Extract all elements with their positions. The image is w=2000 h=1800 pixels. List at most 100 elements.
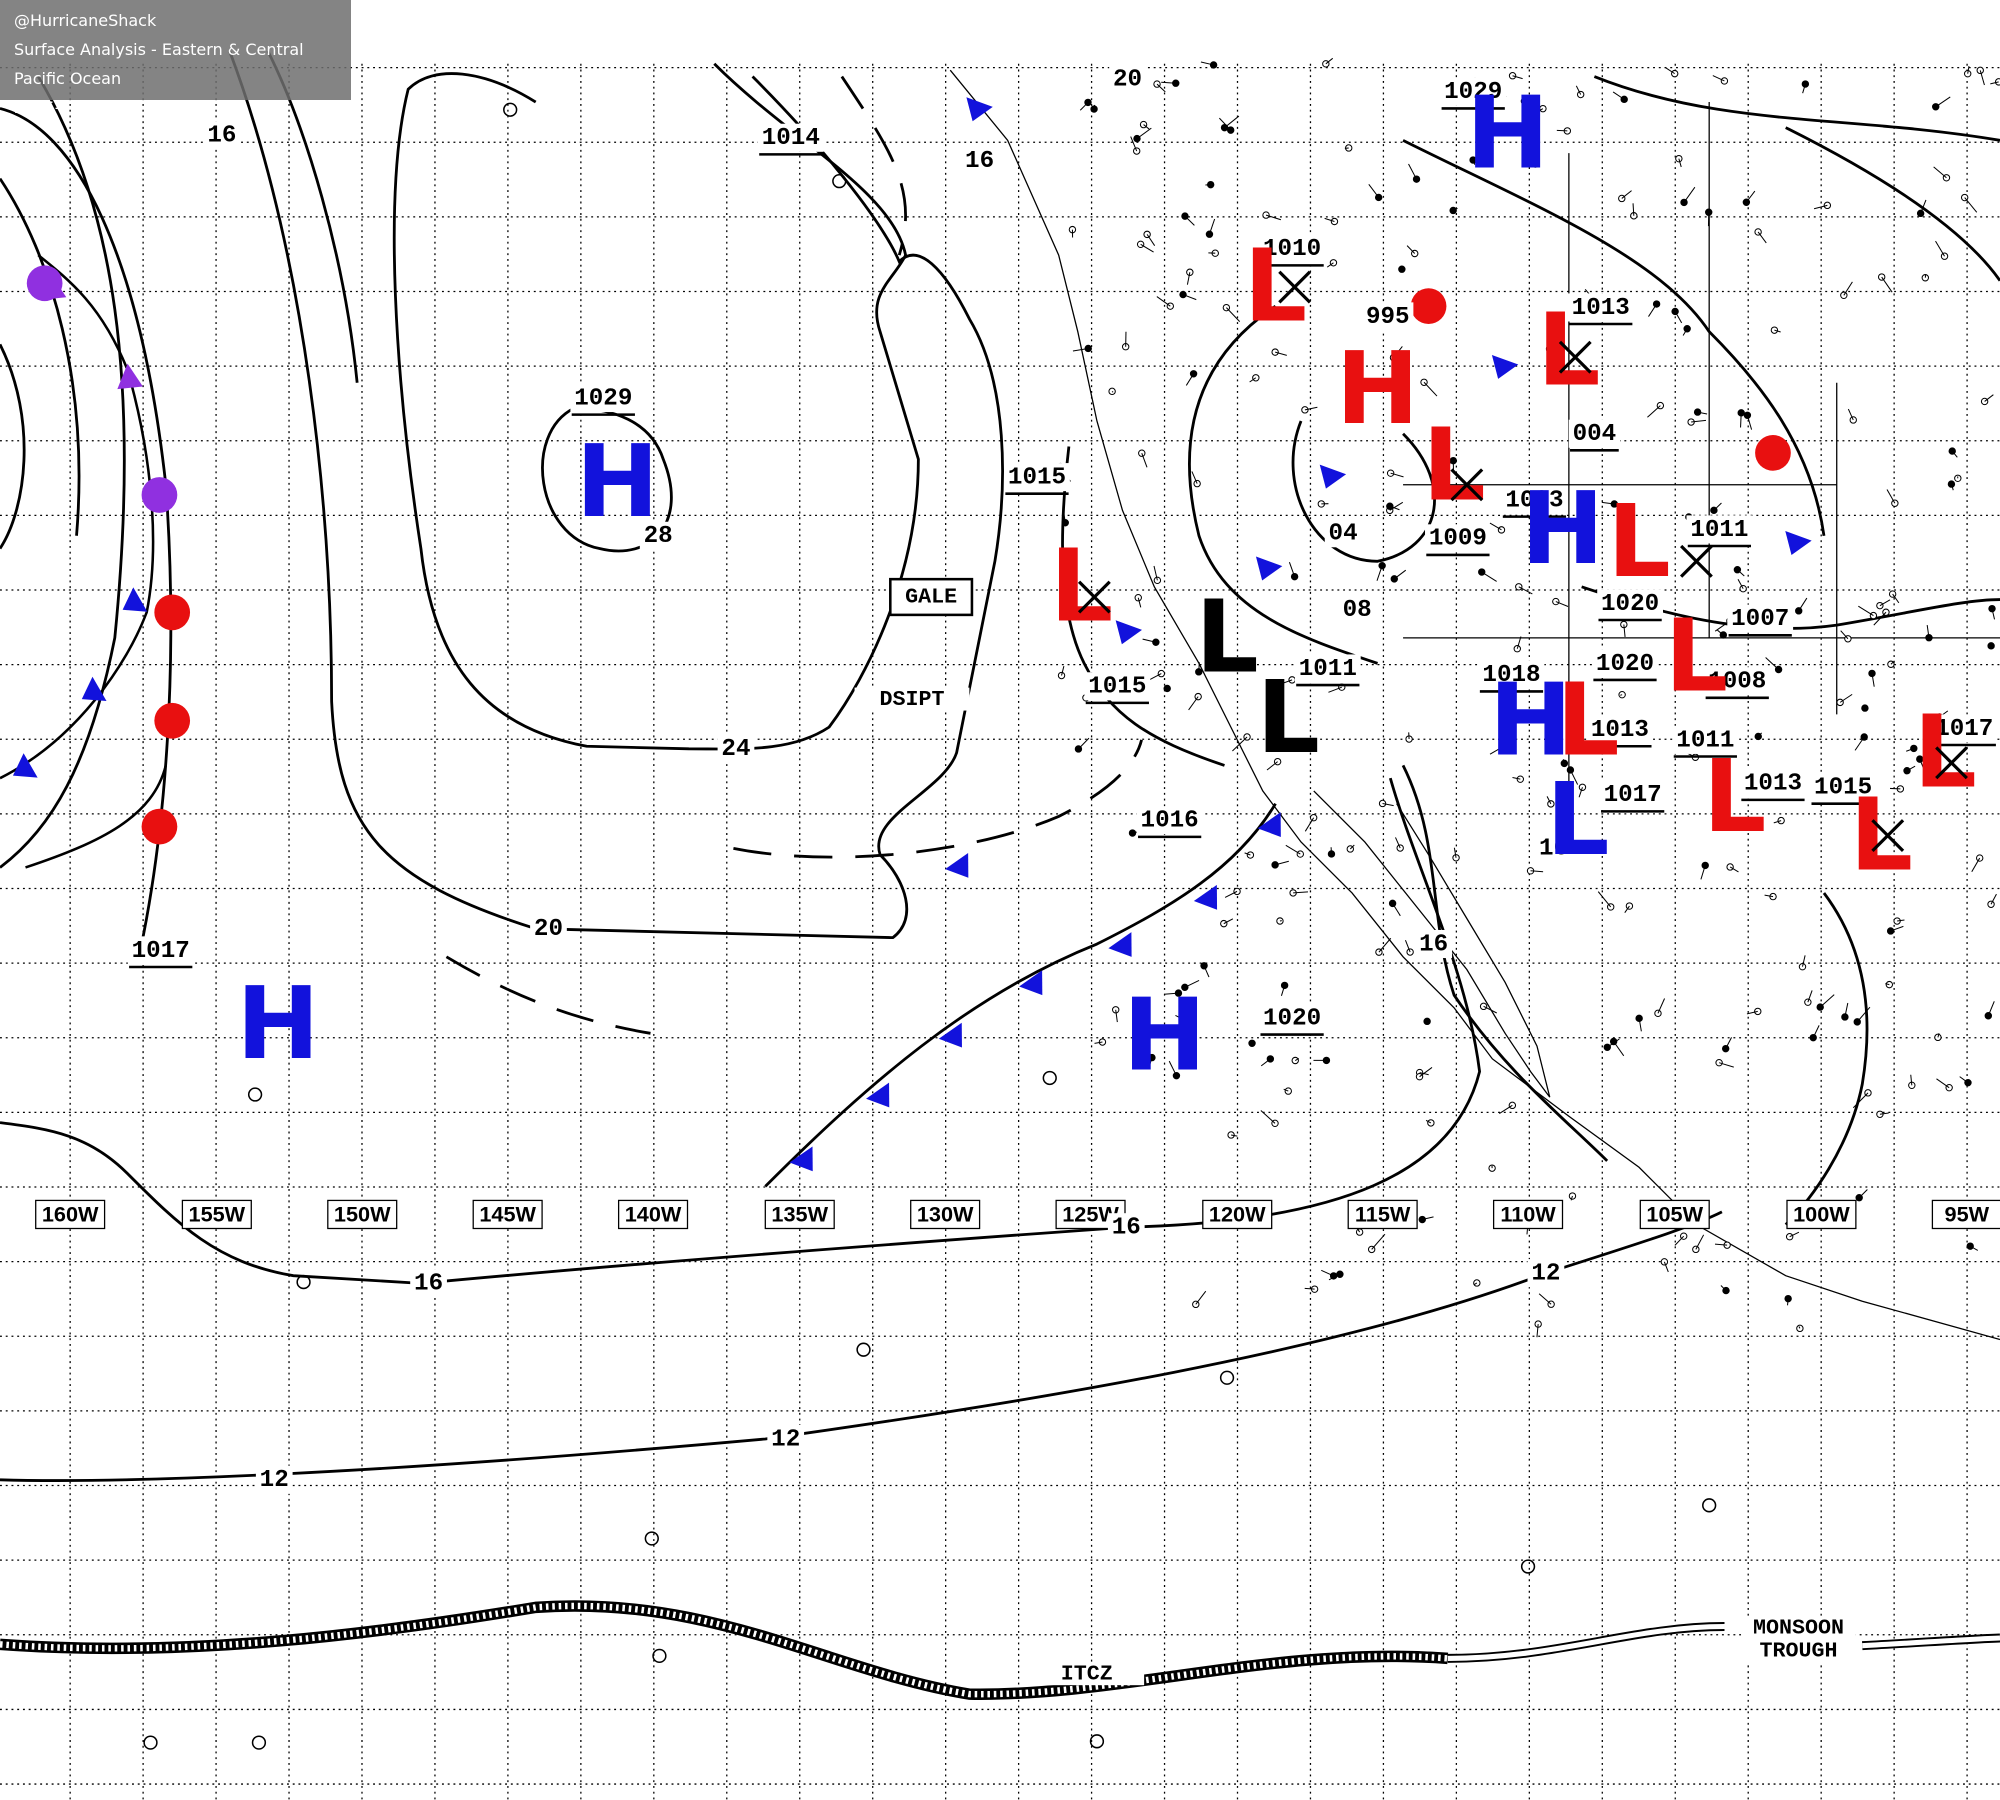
wind-barb [1244,852,1251,856]
wind-barb [1663,1261,1669,1273]
wind-barb [1683,186,1696,203]
wind-barb [1906,747,1914,752]
low-cross [1871,819,1905,853]
isobar-label: 24 [721,736,750,763]
wind-barb [1657,998,1666,1014]
station-dot [1290,572,1299,581]
longitude-label: 150W [334,1201,391,1226]
station-dot [1945,1083,1953,1092]
station-dot [1166,302,1175,310]
label-mask [1704,667,1771,696]
station-dot [1388,899,1397,908]
wind-barb [1395,837,1401,849]
station-dot [1603,1043,1611,1051]
wind-barb [1249,377,1257,383]
station-dot [1138,449,1146,457]
wind-barb [1612,91,1625,100]
feature-label: GALE [905,585,957,610]
wind-barb [1937,1033,1940,1038]
wind-barb [1843,281,1853,296]
wind-barb [1376,565,1383,581]
label-mask [717,734,755,763]
wind-barb [1371,1233,1386,1250]
front-triangle [945,853,969,878]
lon-label-box [35,1199,106,1230]
wind-barb [1232,736,1248,752]
wind-barb [1423,381,1438,397]
wind-barb [1664,66,1675,75]
front-triangle [866,1082,890,1108]
station-dot [1869,611,1878,620]
wind-barb [1933,166,1947,179]
wind-barb [1061,665,1065,676]
wind-barb [1720,1285,1727,1291]
lon-label-box [910,1199,981,1230]
label-mask [1362,302,1414,331]
wind-barb [1764,894,1774,898]
pressure-center: H [1489,663,1572,778]
lon-label-box [1202,1199,1273,1230]
wind-barb [1474,1282,1478,1285]
station-dot [1692,1245,1700,1254]
station-circle [644,1531,659,1546]
station-dot [1987,642,1995,650]
front-triangle [1785,530,1812,555]
longitude-label: 95W [1945,1201,1990,1226]
wind-barb [1920,199,1927,214]
wind-barb [1897,919,1905,922]
label-mask [1592,649,1658,678]
wind-barb [1570,1195,1573,1201]
pressure-center: L [1850,778,1913,893]
wind-barb [1208,218,1216,235]
lon-label-box [1492,1199,1564,1230]
lon-label-box [181,1199,252,1230]
station-plots [143,57,2000,1750]
station-circle [1089,1734,1105,1749]
wind-barb [1647,405,1661,418]
front-triangle [81,676,107,702]
lon-label-box [327,1199,398,1230]
wind-barb [1556,129,1568,132]
wind-barb [1453,847,1457,858]
label-mask [1440,77,1507,106]
longitude-label: 145W [479,1201,536,1226]
wind-barb [1935,240,1945,257]
pressure-center: L [1607,485,1670,600]
label-mask [1136,806,1203,835]
wind-barb [1512,75,1523,80]
wind-barb [1111,390,1114,393]
wind-barb [1182,294,1197,301]
wind-barb [1175,1014,1191,1024]
longitude-label: 105W [1646,1201,1703,1226]
wind-barb [1452,207,1458,211]
isobar-label: 16 [1539,836,1568,863]
label-mask [757,123,824,152]
station-dot [1954,474,1962,483]
isobars [0,50,2000,1482]
wind-barb [1906,765,1916,772]
wind-barb [1534,160,1539,165]
wind-barb [1378,937,1392,953]
wind-barb [1597,891,1612,908]
wind-barb [1393,569,1407,580]
wind-barb [1140,243,1154,253]
wind-barb [1392,903,1401,917]
front-triangle [1019,970,1043,996]
pressure-center: H [236,967,319,1082]
label-mask [1597,589,1663,618]
label-mask [1810,773,1877,802]
wind-barb [1349,844,1355,850]
wind-barb [1304,406,1318,411]
wind-barb [1185,373,1195,386]
wind-barb [1141,453,1148,468]
isobar-label: 1017 [132,938,190,965]
isobar-label: 16 [1112,1215,1141,1242]
wind-barb [1569,769,1579,785]
pressure-center: L [1546,763,1609,878]
isobar-label: 1020 [1263,1005,1321,1032]
station-dot [1153,576,1162,585]
wind-barb [1260,1110,1276,1124]
wind-barb [1621,190,1632,199]
isobar-label: 12 [1531,1261,1560,1288]
longitude-label: 110W [1500,1201,1556,1226]
